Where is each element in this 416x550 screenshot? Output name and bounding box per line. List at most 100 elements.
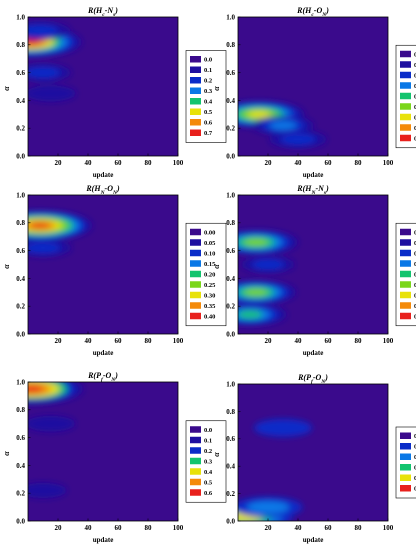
legend-label: 0.16 (414, 135, 416, 142)
legend-label: 0.20 (204, 271, 215, 278)
heatmap-peak-3-level-4 (238, 310, 263, 319)
legend-swatch (190, 56, 201, 63)
legend-swatch (190, 468, 201, 475)
legend-label: 0.00 (414, 229, 416, 236)
x-tick-label: 20 (265, 159, 273, 167)
y-tick-label: 0.8 (16, 219, 25, 227)
y-tick-label: 0.8 (226, 408, 235, 416)
legend-swatch (400, 61, 411, 68)
legend: 0.0 0.1 0.2 0.3 0.4 0.5 0.6 0.7 (185, 50, 227, 143)
legend-swatch (400, 485, 411, 492)
x-tick-label: 80 (145, 524, 153, 532)
chart-title: R(HN-ON) (85, 184, 120, 196)
legend-swatch (190, 447, 201, 454)
y-tick-label: 1.0 (16, 191, 25, 199)
heatmap-peak-1-level-5 (244, 238, 268, 246)
y-axis-label: α (212, 86, 221, 91)
y-tick-label: 0.8 (16, 406, 25, 414)
heatmap-peak-2-level-2 (246, 500, 290, 514)
legend-label: 0.30 (414, 292, 416, 299)
y-tick-label: 0.2 (226, 303, 235, 311)
legend-label: 0.3 (204, 458, 213, 465)
legend-label: 0.10 (414, 104, 416, 111)
x-tick-label: 20 (55, 159, 63, 167)
x-tick-label: 80 (145, 159, 153, 167)
legend-swatch (400, 432, 411, 439)
legend-label: 0.2 (204, 448, 212, 455)
y-tick-label: 0.2 (16, 490, 25, 498)
heatmap-panel-3: 0.0 0.2 0.4 0.6 0.8 1.0 20 40 60 80 100 update α R(HN… (2, 184, 227, 357)
heatmap-peak-1-level-7 (28, 38, 41, 46)
x-tick-label: 100 (173, 159, 184, 167)
legend: 0.0 0.1 0.2 0.3 0.4 0.5 0.6 (185, 420, 227, 503)
x-tick-label: 60 (115, 524, 123, 532)
y-tick-label: 0.0 (226, 330, 235, 338)
legend-swatch (190, 129, 201, 136)
legend-label: 0.06 (414, 83, 416, 90)
x-tick-label: 40 (295, 337, 303, 345)
heatmap-panel-1: 0.0 0.2 0.4 0.6 0.8 1.0 20 40 60 80 100 update α R(Hc… (2, 6, 227, 179)
legend-swatch (400, 103, 411, 110)
legend-swatch (190, 436, 201, 444)
legend-label: 0.6 (204, 120, 213, 127)
x-axis-label: update (93, 349, 114, 357)
legend-swatch (190, 426, 201, 433)
x-tick-label: 40 (85, 159, 93, 167)
heatmap-peak-1-level-6 (247, 111, 271, 118)
legend-label: 0.05 (204, 240, 216, 247)
x-axis-label: update (303, 349, 324, 357)
legend-swatch (400, 474, 411, 481)
y-tick-label: 0.8 (16, 41, 25, 49)
x-tick-label: 20 (265, 337, 273, 345)
legend-label: 0.3 (204, 88, 213, 95)
legend-swatch (400, 464, 411, 471)
legend-label: 0.04 (414, 72, 416, 79)
x-tick-label: 100 (173, 524, 184, 532)
legend-label: 0.2 (204, 78, 212, 85)
x-tick-label: 100 (383, 159, 394, 167)
chart-title: R(Pf-ON) (297, 373, 328, 385)
y-axis-label: α (2, 451, 11, 456)
chart-title: R(HN-Ns) (296, 184, 329, 196)
heatmap-panel-2: 0.0 0.2 0.4 0.6 0.8 1.0 20 40 60 80 100 update α R(Hc… (212, 6, 416, 179)
heatmap-peak-1-level-8 (30, 222, 50, 229)
legend-swatch (400, 291, 411, 299)
heatmap-background (28, 382, 178, 521)
legend-swatch (400, 92, 411, 100)
legend-label: 0.10 (414, 454, 416, 461)
legend-label: 0.05 (414, 240, 416, 247)
x-tick-label: 80 (355, 337, 363, 345)
legend-label: 0.6 (204, 490, 213, 497)
y-tick-label: 0.4 (226, 275, 235, 283)
x-tick-label: 40 (85, 337, 93, 345)
plot-frame (237, 194, 389, 335)
heatmap-peak-2-level-5 (244, 288, 268, 296)
legend-swatch (190, 270, 201, 278)
legend-label: 0.00 (414, 51, 416, 58)
legend-label: 0.15 (414, 261, 416, 268)
legend-label: 0.05 (414, 444, 416, 451)
chart-title: R(Pf-ON) (87, 371, 118, 383)
y-tick-label: 0.6 (226, 69, 235, 77)
heatmap-peak-3-level-1 (254, 418, 312, 437)
legend-label: 0.35 (414, 303, 416, 310)
heatmap-panel-6: 0.0 0.2 0.4 0.6 0.8 1.0 20 40 60 80 100 update α R(Pf… (212, 373, 416, 544)
legend-box (185, 50, 227, 143)
legend-label: 0.30 (204, 292, 215, 299)
legend-label: 0.14 (414, 125, 416, 132)
x-tick-label: 60 (115, 159, 123, 167)
y-tick-label: 0.0 (16, 517, 25, 525)
legend-swatch (190, 302, 201, 309)
legend-label: 0.00 (204, 229, 215, 236)
x-tick-label: 100 (383, 524, 394, 532)
legend-swatch (400, 113, 411, 121)
y-tick-label: 0.8 (226, 41, 235, 49)
legend-swatch (190, 87, 201, 94)
x-axis-label: update (93, 171, 114, 179)
legend-swatch (190, 457, 201, 465)
plot-frame (237, 16, 389, 157)
y-axis-label: α (212, 452, 221, 457)
y-tick-label: 0.6 (16, 434, 25, 442)
y-tick-label: 0.0 (226, 517, 235, 525)
y-tick-label: 0.6 (16, 247, 25, 255)
